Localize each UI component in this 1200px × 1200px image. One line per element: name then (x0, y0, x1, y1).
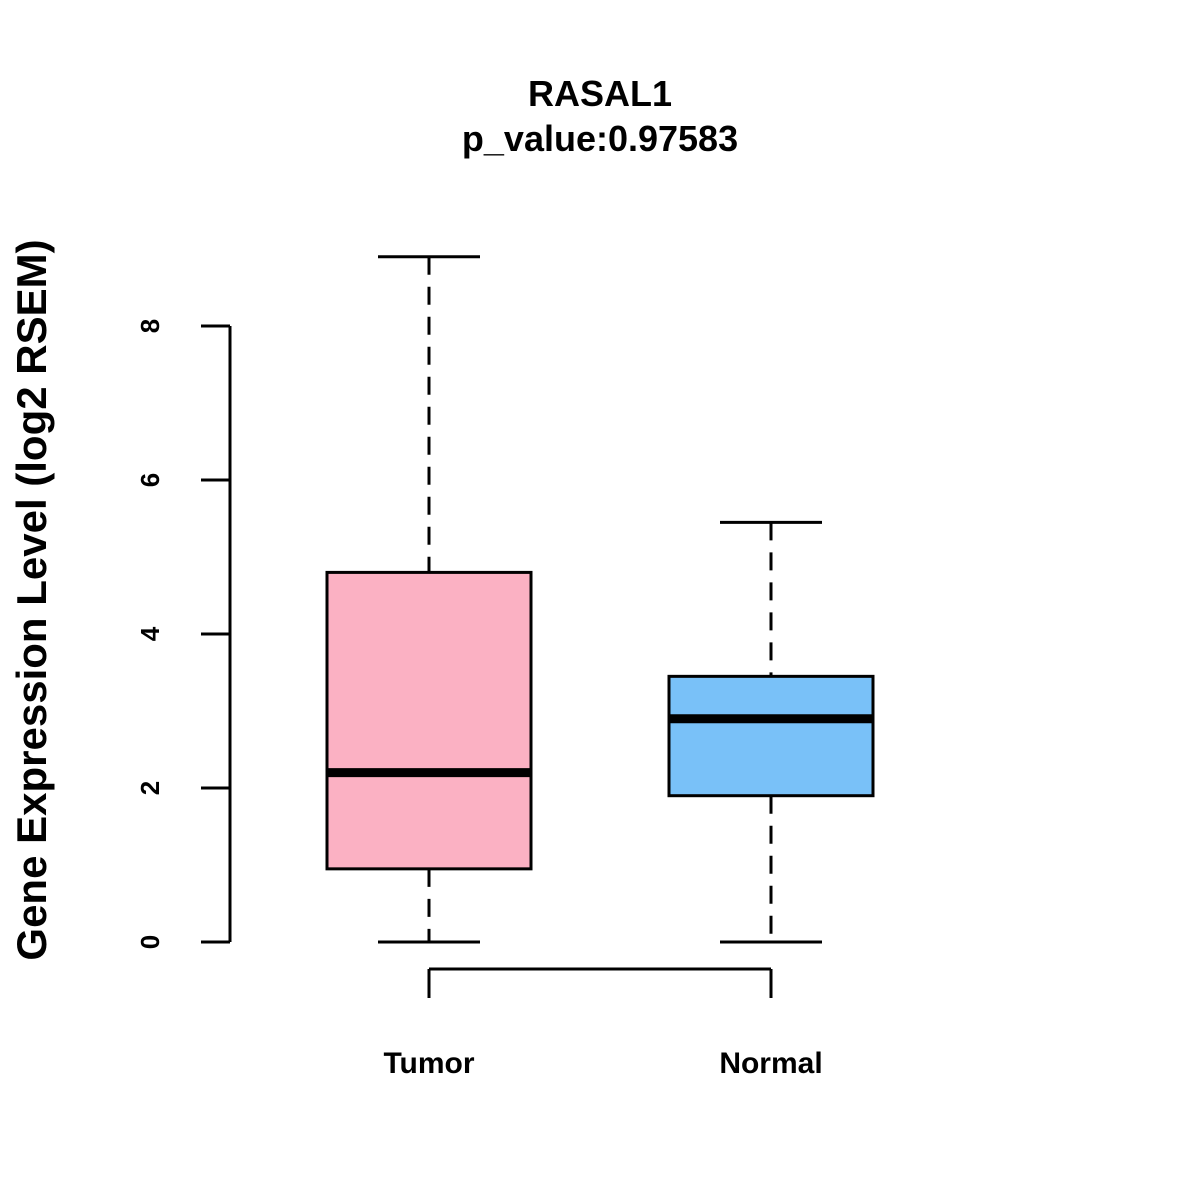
chart-title: RASAL1 (528, 73, 672, 114)
tumor-iqr-box (325, 570, 533, 871)
y-axis: 0 2 4 6 8 (135, 319, 232, 949)
box-tumor (325, 255, 533, 944)
y-tick-label-8: 8 (135, 319, 165, 333)
y-axis-label: Gene Expression Level (log2 RSEM) (8, 239, 55, 960)
y-tick-label-2: 2 (135, 781, 165, 795)
box-normal (667, 520, 875, 944)
x-tick-label-tumor: Tumor (383, 1047, 474, 1080)
y-tick-label-6: 6 (135, 473, 165, 487)
normal-iqr-box (667, 674, 875, 798)
chart-subtitle: p_value:0.97583 (462, 118, 738, 159)
boxes-group (325, 255, 875, 944)
y-tick-label-0: 0 (135, 935, 165, 949)
y-tick-label-4: 4 (135, 626, 165, 641)
x-axis: Tumor Normal (383, 967, 823, 1080)
x-tick-label-normal: Normal (719, 1047, 822, 1080)
